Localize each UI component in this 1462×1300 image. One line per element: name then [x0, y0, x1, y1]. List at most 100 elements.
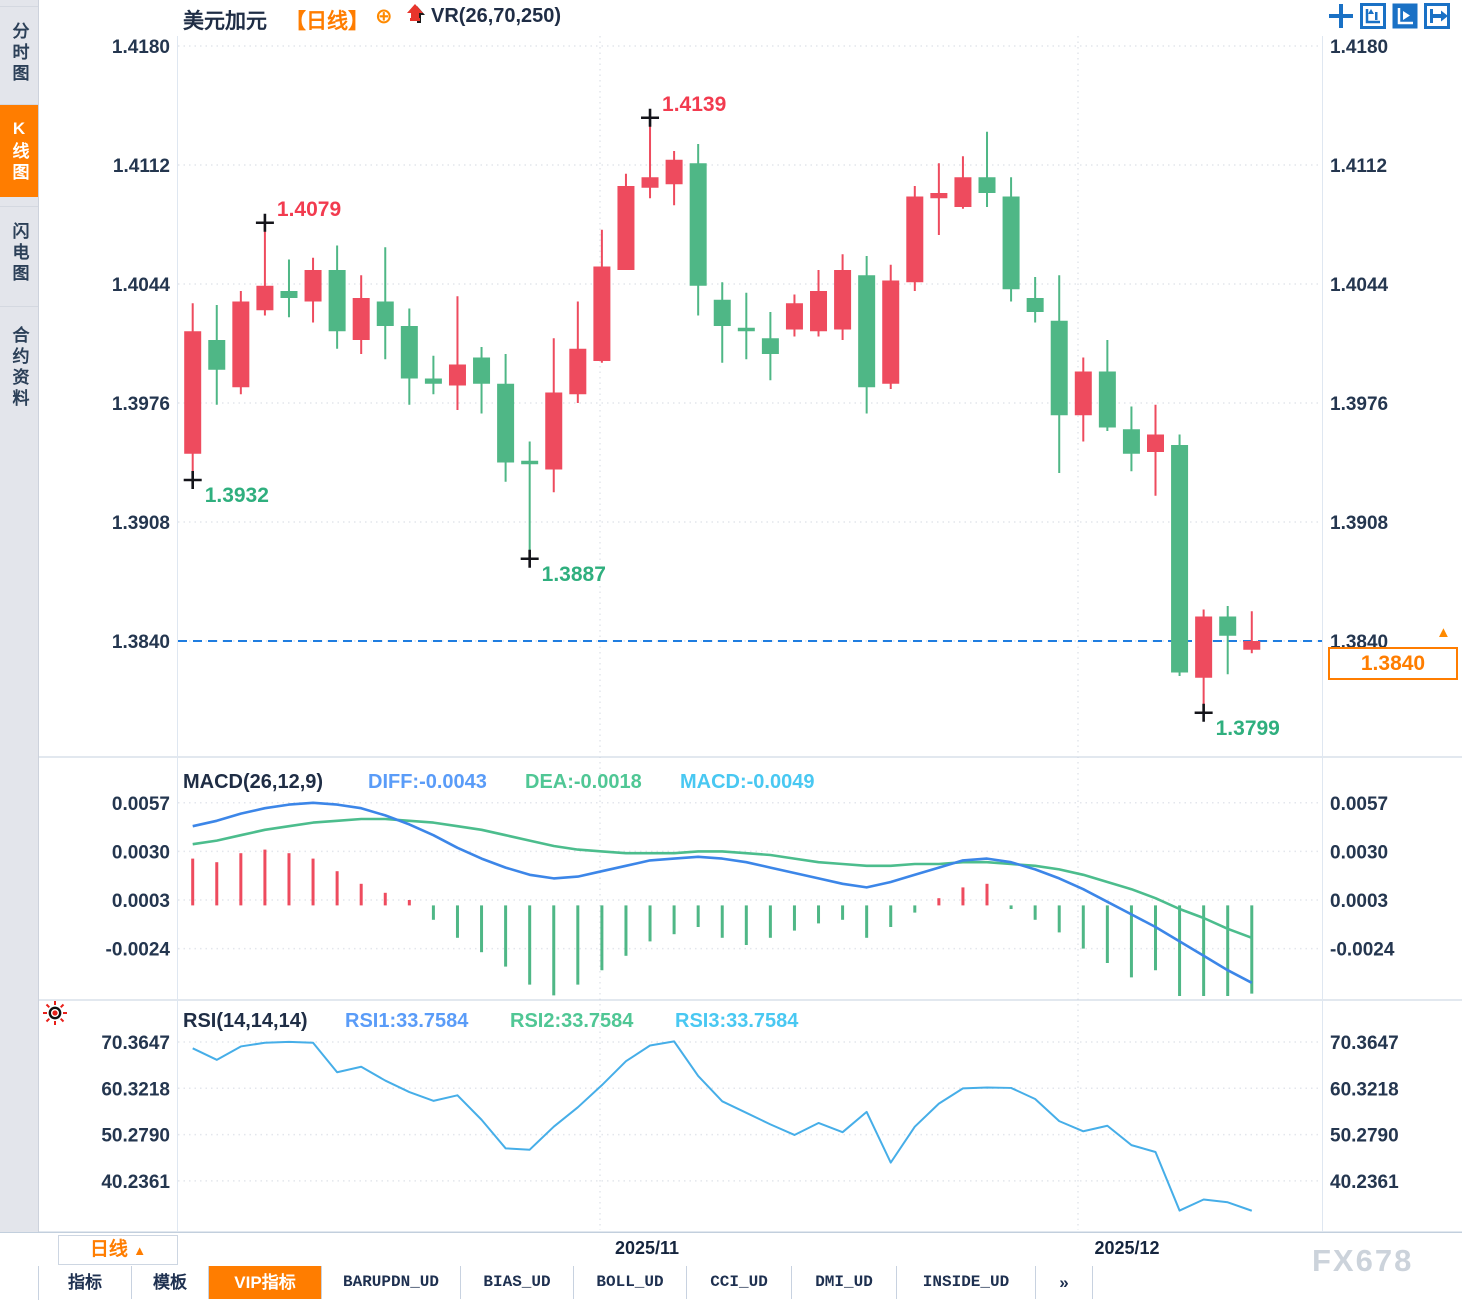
tab-inside_ud[interactable]: INSIDE_UD: [897, 1266, 1036, 1299]
candle-body[interactable]: [1243, 641, 1261, 650]
candle-body[interactable]: [665, 159, 683, 185]
sidebar-item-1[interactable]: K线图: [0, 104, 38, 197]
rsi1-value: RSI1:33.7584: [345, 1010, 469, 1032]
candle-body[interactable]: [184, 331, 202, 454]
y-tick-right: 0.0003: [1330, 891, 1388, 912]
candle-body[interactable]: [641, 177, 659, 188]
vr-indicator-label[interactable]: VR(26,70,250): [431, 5, 562, 27]
rsi2-value: RSI2:33.7584: [510, 1010, 634, 1032]
candle-body[interactable]: [1195, 616, 1213, 678]
macd-value: MACD:-0.0049: [680, 771, 814, 793]
tab-[interactable]: 指标: [39, 1266, 132, 1299]
candle-body[interactable]: [1026, 298, 1044, 312]
period-tag[interactable]: 【日线】: [285, 10, 369, 33]
candle-body[interactable]: [785, 303, 803, 330]
candle-body[interactable]: [858, 275, 876, 388]
y-tick-right: 1.4112: [1330, 156, 1387, 177]
candle-body[interactable]: [713, 299, 731, 326]
indicator-tab-bar: 指标 模板 VIP指标 BARUPDN_UD BIAS_UD BOLL_UD CCI_UD D…: [0, 1266, 1462, 1300]
tab-barupdn_ud[interactable]: BARUPDN_UD: [322, 1266, 461, 1299]
sidebar-item-3[interactable]: 合约资料: [0, 306, 38, 429]
axis-chart-icon[interactable]: [1360, 3, 1386, 29]
y-tick-left: 1.4112: [113, 156, 170, 177]
candle-body[interactable]: [497, 383, 515, 463]
candle-body[interactable]: [882, 280, 900, 384]
sidebar-item-2[interactable]: 闪电图: [0, 206, 38, 299]
target-circle-icon[interactable]: ⊕: [375, 5, 393, 28]
candle-body[interactable]: [1002, 196, 1020, 290]
candle-body[interactable]: [954, 177, 972, 207]
candle-body[interactable]: [930, 193, 948, 199]
y-tick-right: 1.3908: [1330, 513, 1388, 534]
candle-body[interactable]: [208, 340, 226, 370]
y-tick-right: 0.0057: [1330, 794, 1388, 815]
candle-body[interactable]: [1074, 371, 1092, 416]
candle-body[interactable]: [978, 177, 996, 193]
candle-body[interactable]: [906, 196, 924, 283]
candle-body[interactable]: [545, 392, 563, 470]
fx678-watermark: FX678: [1312, 1243, 1414, 1278]
candle-body[interactable]: [328, 270, 346, 332]
candle-body[interactable]: [280, 291, 298, 298]
time-axis-strip: 日线 ▲ 2025/11 2025/12: [0, 1232, 1462, 1268]
candle-body[interactable]: [834, 270, 852, 330]
y-tick-left: 1.4180: [112, 37, 170, 58]
candle-body[interactable]: [232, 301, 250, 388]
macd-title: MACD(26,12,9): [183, 771, 323, 793]
tab-[interactable]: 模板: [132, 1266, 209, 1299]
candle-body[interactable]: [352, 298, 370, 340]
y-tick-left: 1.3840: [112, 632, 170, 653]
tab-dmi_ud[interactable]: DMI_UD: [792, 1266, 897, 1299]
rsi-title: RSI(14,14,14): [183, 1010, 308, 1032]
sidebar-item-0[interactable]: 分时图: [0, 6, 38, 99]
candle-body[interactable]: [376, 301, 394, 327]
axis-chart-filled-icon[interactable]: [1392, 3, 1418, 29]
candle-body[interactable]: [1050, 320, 1068, 416]
candle-body[interactable]: [569, 348, 587, 395]
candle-body[interactable]: [256, 285, 274, 311]
candle-body[interactable]: [424, 378, 442, 384]
extreme-price-label: 1.3932: [205, 484, 269, 507]
macd-diff-value: DIFF:-0.0043: [368, 771, 487, 793]
candle-body[interactable]: [304, 270, 322, 302]
y-tick-left: 1.3976: [112, 394, 170, 415]
candle-body[interactable]: [1122, 429, 1140, 454]
candle-body[interactable]: [1098, 371, 1116, 428]
y-tick-left: -0.0024: [106, 940, 171, 961]
y-tick-right: 60.3218: [1330, 1079, 1399, 1100]
export-arrow-icon[interactable]: [1424, 3, 1450, 29]
candle-body[interactable]: [761, 338, 779, 354]
candle-body[interactable]: [521, 460, 539, 465]
y-tick-right: 70.3647: [1330, 1033, 1399, 1054]
candle-body[interactable]: [1219, 616, 1237, 636]
candle-body[interactable]: [810, 291, 828, 332]
candle-body[interactable]: [400, 326, 418, 379]
alarm-sun-icon[interactable]: [42, 1000, 68, 1031]
candle-body[interactable]: [593, 266, 611, 362]
tab-bias_ud[interactable]: BIAS_UD: [461, 1266, 574, 1299]
candle-body[interactable]: [737, 327, 755, 332]
candle-body[interactable]: [448, 364, 466, 386]
tab-[interactable]: »: [1036, 1266, 1093, 1299]
extreme-price-label: 1.3887: [542, 563, 606, 586]
y-tick-left: 60.3218: [101, 1079, 170, 1100]
candle-body[interactable]: [689, 163, 707, 286]
dea-line: [192, 817, 1253, 940]
left-sidebar: 分时图 K线图闪电图合约资料: [0, 0, 39, 1232]
period-selector-button[interactable]: 日线 ▲: [58, 1235, 178, 1265]
chart-header: 美元加元 【日线】 ⊕ VR(26,70,250): [39, 0, 1462, 34]
tab-cci_ud[interactable]: CCI_UD: [687, 1266, 792, 1299]
y-tick-left: 40.2361: [101, 1172, 170, 1193]
candle-body[interactable]: [473, 357, 491, 384]
tab-boll_ud[interactable]: BOLL_UD: [574, 1266, 687, 1299]
candle-body[interactable]: [1171, 445, 1189, 673]
x-axis-label-dec: 2025/12: [1094, 1238, 1160, 1258]
candle-body[interactable]: [1147, 434, 1164, 453]
x-axis-label-nov: 2025/11: [614, 1238, 680, 1258]
candle-body[interactable]: [617, 186, 635, 270]
tab-vip[interactable]: VIP指标: [209, 1266, 322, 1299]
crosshair-icon[interactable]: [1328, 3, 1354, 29]
y-tick-left: 1.4044: [112, 275, 171, 296]
